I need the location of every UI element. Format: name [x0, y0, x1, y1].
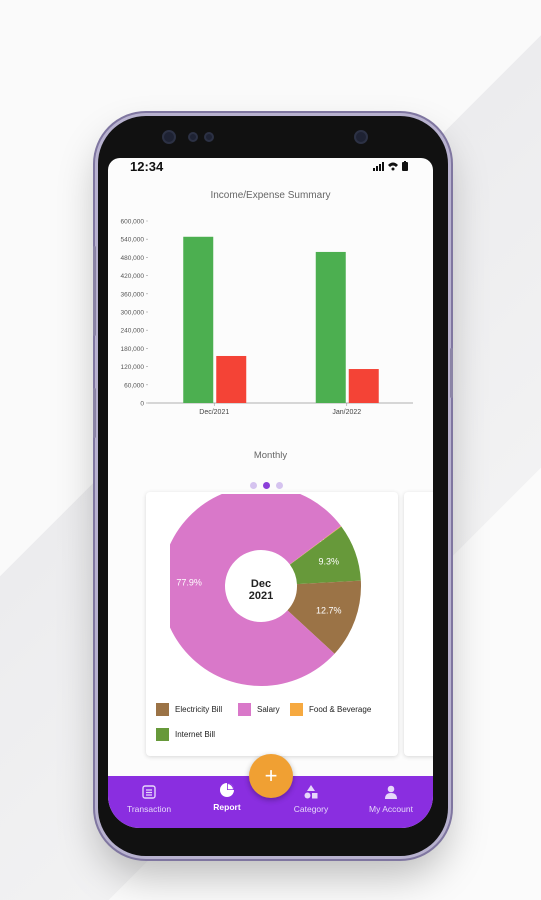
- bar: [183, 236, 214, 403]
- nav-category[interactable]: Category: [276, 784, 346, 814]
- volume-button: [93, 246, 96, 336]
- legend-swatch: [156, 728, 169, 741]
- power-button: [450, 348, 453, 398]
- y-tick-label: 120,000: [121, 364, 145, 371]
- phone-frame: 12:34 Income/Expense Summary 600,000 540,…: [93, 116, 453, 856]
- pie-slice: [289, 525, 342, 565]
- legend-item: Food & Beverage: [290, 703, 371, 716]
- y-tick-label: 600,000: [121, 219, 145, 226]
- legend-swatch: [156, 703, 169, 716]
- shapes-icon: [304, 785, 318, 799]
- page-dot[interactable]: [250, 482, 257, 489]
- nav-label: Report: [213, 802, 241, 812]
- page-dot[interactable]: [263, 482, 270, 489]
- person-icon: [385, 785, 397, 799]
- next-card-peek[interactable]: [404, 492, 433, 756]
- bar: [216, 355, 247, 403]
- y-tick-label: 540,000: [121, 237, 145, 244]
- status-icons: [373, 161, 413, 175]
- chart-title: Income/Expense Summary: [210, 190, 331, 201]
- legend-swatch: [290, 703, 303, 716]
- status-time: 12:34: [130, 159, 164, 174]
- nav-my-account[interactable]: My Account: [356, 784, 426, 814]
- pie-slice-label: 77.9%: [176, 577, 202, 587]
- legend-label: Internet Bill: [175, 730, 216, 739]
- legend-item: Internet Bill: [156, 728, 215, 741]
- chart-period-label: Monthly: [253, 450, 288, 461]
- y-tick-label: 420,000: [121, 273, 145, 280]
- pie-center-label: Dec 2021: [226, 578, 296, 602]
- legend-label: Salary: [257, 705, 280, 714]
- pie-chart-icon: [220, 783, 234, 797]
- pie-slice-label: 12.7%: [316, 605, 342, 615]
- status-bar: 12:34: [108, 158, 433, 178]
- nav-label: My Account: [369, 804, 413, 814]
- iris-camera-icon: [354, 130, 368, 144]
- page-dot[interactable]: [276, 482, 283, 489]
- front-camera-icon: [162, 130, 176, 144]
- expense-pie-chart: 0.0%9.3%12.7%77.9%: [170, 494, 361, 687]
- nav-label: Category: [293, 804, 329, 814]
- legend-label: Food & Beverage: [309, 705, 372, 714]
- y-tick-label: 480,000: [121, 255, 145, 262]
- pie-slice: [289, 526, 361, 585]
- pie-slice: [287, 580, 361, 654]
- y-tick-label: 180,000: [121, 346, 145, 353]
- legend-swatch: [238, 703, 251, 716]
- y-tick-label: 300,000: [121, 310, 145, 317]
- x-tick-label: Jan/2022: [332, 409, 361, 416]
- legend-item: Salary: [238, 703, 280, 716]
- pie-slice-label: 9.3%: [318, 557, 339, 567]
- nav-report[interactable]: Report: [192, 782, 262, 812]
- y-tick-label: 60,000: [124, 382, 144, 389]
- sensor-icon: [204, 132, 214, 142]
- bar: [348, 369, 379, 403]
- app-screen: 12:34 Income/Expense Summary 600,000 540,…: [108, 158, 433, 828]
- y-tick-label: 240,000: [121, 328, 145, 335]
- pie-slice: [170, 494, 341, 687]
- bixby-button: [93, 388, 96, 438]
- nav-transaction[interactable]: Transaction: [114, 784, 184, 814]
- sensor-icon: [188, 132, 198, 142]
- legend-label: Electricity Bill: [175, 705, 223, 714]
- legend-item: Electricity Bill: [156, 703, 222, 716]
- nav-label: Transaction: [126, 804, 172, 814]
- pie-center-month: Dec: [250, 578, 272, 590]
- income-expense-bar-chart: 600,000 540,000 480,000 420,000 360,000 300,0…: [121, 219, 413, 416]
- y-tick-label: 360,000: [121, 291, 145, 298]
- add-transaction-button[interactable]: +: [249, 754, 293, 798]
- camera-bar: [148, 128, 398, 148]
- pie-center-year: 2021: [248, 590, 274, 602]
- y-tick-label: 0: [140, 401, 144, 408]
- list-icon: [142, 785, 156, 799]
- x-tick-label: Dec/2021: [199, 409, 229, 416]
- bar: [315, 251, 346, 403]
- page-indicator[interactable]: [250, 476, 289, 494]
